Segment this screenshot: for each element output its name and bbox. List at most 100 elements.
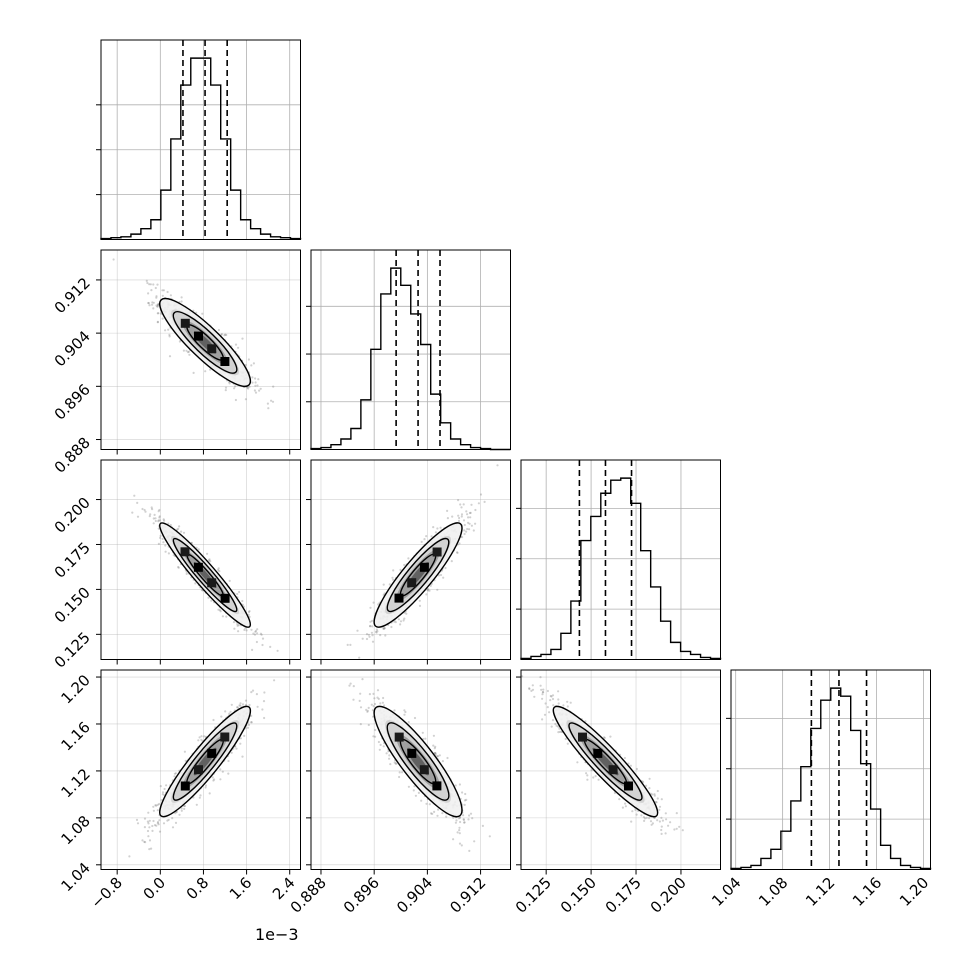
scatter-point (422, 732, 424, 734)
scatter-point (373, 705, 375, 707)
scatter-point (158, 803, 160, 805)
scatter-point (173, 775, 175, 777)
density-panel-3-1 (306, 670, 511, 875)
scatter-point (158, 819, 160, 821)
scatter-point (464, 799, 466, 801)
scatter-point (137, 516, 139, 518)
scatter-point (238, 591, 240, 593)
scatter-point (151, 825, 153, 827)
scatter-point (197, 739, 199, 741)
scatter-point (459, 832, 461, 834)
scatter-point (147, 821, 149, 823)
scatter-point (263, 717, 265, 719)
scatter-point (440, 574, 442, 576)
scatter-point (253, 362, 255, 364)
scatter-point (468, 528, 470, 530)
scatter-point (467, 818, 469, 820)
scatter-point (256, 641, 258, 643)
scatter-point (457, 831, 459, 833)
scatter-point (155, 287, 157, 289)
scatter-point (398, 618, 400, 620)
scatter-point (462, 814, 464, 816)
scatter-point (432, 745, 434, 747)
scatter-point (241, 756, 243, 758)
panel-frame (101, 40, 301, 240)
scatter-point (196, 804, 198, 806)
scatter-point (382, 702, 384, 704)
scatter-point (461, 515, 463, 517)
scatter-point (489, 835, 491, 837)
scatter-point (235, 399, 237, 401)
scatter-point (245, 700, 247, 702)
scatter-point (444, 567, 446, 569)
scatter-point (377, 689, 379, 691)
scatter-point (158, 519, 160, 521)
scatter-point (160, 535, 162, 537)
scatter-point (419, 600, 421, 602)
scatter-point (408, 721, 410, 723)
scatter-point (452, 838, 454, 840)
scatter-point (431, 813, 433, 815)
scatter-point (161, 289, 163, 291)
scatter-point (250, 629, 252, 631)
scatter-point (468, 814, 470, 816)
scatter-point (152, 283, 154, 285)
scatter-point (237, 347, 239, 349)
scatter-point (441, 812, 443, 814)
scatter-point (390, 626, 392, 628)
scatter-point (204, 370, 206, 372)
scatter-point (461, 536, 463, 538)
scatter-point (157, 821, 159, 823)
scatter-point (146, 282, 148, 284)
scatter-point (233, 628, 235, 630)
scatter-point (158, 516, 160, 518)
scatter-point (181, 296, 183, 298)
scatter-point (368, 724, 370, 726)
density-peak (407, 578, 416, 587)
scatter-point (374, 729, 376, 731)
scatter-point (256, 628, 258, 630)
scatter-point (459, 843, 461, 845)
scatter-point (380, 744, 382, 746)
scatter-point (155, 304, 157, 306)
scatter-point (269, 646, 271, 648)
scatter-point (459, 783, 461, 785)
scatter-point (151, 508, 153, 510)
scatter-point (250, 364, 252, 366)
scatter-point (137, 822, 139, 824)
scatter-point (152, 307, 154, 309)
scatter-point (188, 351, 190, 353)
scatter-point (431, 535, 433, 537)
scatter-point (270, 400, 272, 402)
scatter-point (350, 683, 352, 685)
scatter-point (144, 826, 146, 828)
scatter-point (473, 529, 475, 531)
density-peak (194, 332, 203, 341)
scatter-point (371, 704, 373, 706)
density-peak (207, 578, 216, 587)
scatter-point (260, 633, 262, 635)
scatter-point (151, 304, 153, 306)
density-panel-1-0 (96, 250, 301, 455)
scatter-point (272, 386, 274, 388)
scatter-point (484, 501, 486, 503)
scatter-point (217, 609, 219, 611)
scatter-point (236, 706, 238, 708)
scatter-point (365, 709, 367, 711)
scatter-point (185, 350, 187, 352)
scatter-point (149, 839, 151, 841)
scatter-point (172, 826, 174, 828)
scatter-point (392, 579, 394, 581)
scatter-point (379, 749, 381, 751)
scatter-point (369, 693, 371, 695)
scatter-point (467, 522, 469, 524)
scatter-point (152, 820, 154, 822)
scatter-point (352, 699, 354, 701)
scatter-point (199, 794, 201, 796)
hist-panel-1 (306, 250, 511, 450)
scatter-point (455, 819, 457, 821)
scatter-point (165, 551, 167, 553)
density-peak (181, 782, 190, 791)
